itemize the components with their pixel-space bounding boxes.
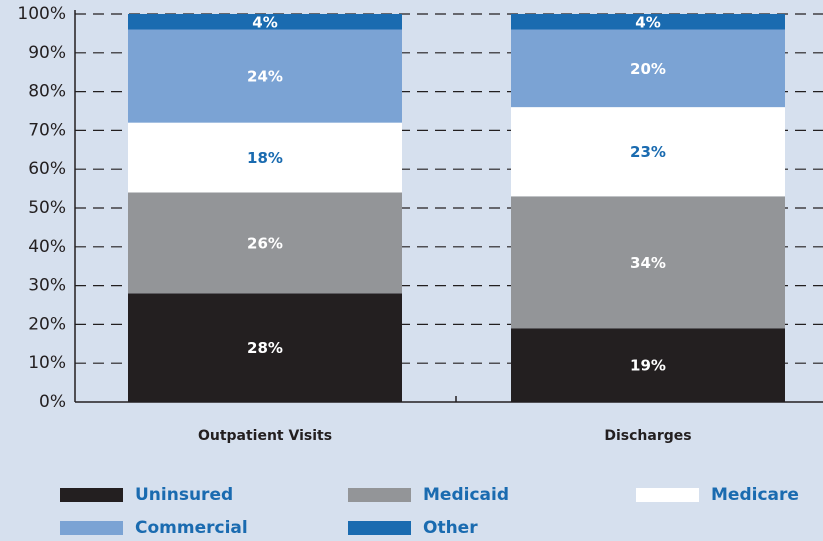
legend-label: Other <box>423 518 478 538</box>
x-tick-label: Outpatient Visits <box>198 428 332 444</box>
bar-segment <box>511 107 785 197</box>
bar-segment <box>511 29 785 108</box>
x-tick-label: Discharges <box>604 428 691 444</box>
y-tick-label: 90% <box>28 43 66 63</box>
legend-label: Medicare <box>711 485 799 505</box>
legend-swatch <box>636 488 699 502</box>
legend-swatch <box>348 488 411 502</box>
legend-label: Uninsured <box>135 485 233 505</box>
bar-segment <box>128 293 402 402</box>
value-label: 18% <box>247 149 283 167</box>
y-tick-label: 70% <box>28 120 66 140</box>
y-tick-label: 40% <box>28 237 66 257</box>
value-label: 28% <box>247 339 283 357</box>
legend-label: Medicaid <box>423 485 509 505</box>
y-tick-label: 0% <box>39 392 66 412</box>
y-tick-label: 30% <box>28 276 66 296</box>
bar-segment <box>511 196 785 329</box>
value-label: 24% <box>247 68 283 86</box>
value-label: 34% <box>630 254 666 272</box>
bar-segment <box>128 14 402 30</box>
legend-swatch <box>348 521 411 535</box>
legend-swatch <box>60 488 123 502</box>
legend-swatch <box>60 521 123 535</box>
bar-segment <box>511 328 785 402</box>
value-label: 23% <box>630 143 666 161</box>
bar-segment <box>128 122 402 193</box>
y-tick-label: 20% <box>28 314 66 334</box>
bar-segment <box>511 14 785 30</box>
value-label: 26% <box>247 234 283 252</box>
legend-label: Commercial <box>135 518 248 538</box>
bar-segment <box>128 29 402 123</box>
value-label: 20% <box>630 60 666 78</box>
y-tick-label: 60% <box>28 159 66 179</box>
y-tick-label: 100% <box>17 4 66 24</box>
y-tick-label: 80% <box>28 82 66 102</box>
value-label: 19% <box>630 357 666 375</box>
y-tick-label: 10% <box>28 353 66 373</box>
value-label: 4% <box>252 13 277 31</box>
bar-segment <box>128 192 402 294</box>
y-tick-label: 50% <box>28 198 66 218</box>
value-label: 4% <box>635 13 660 31</box>
